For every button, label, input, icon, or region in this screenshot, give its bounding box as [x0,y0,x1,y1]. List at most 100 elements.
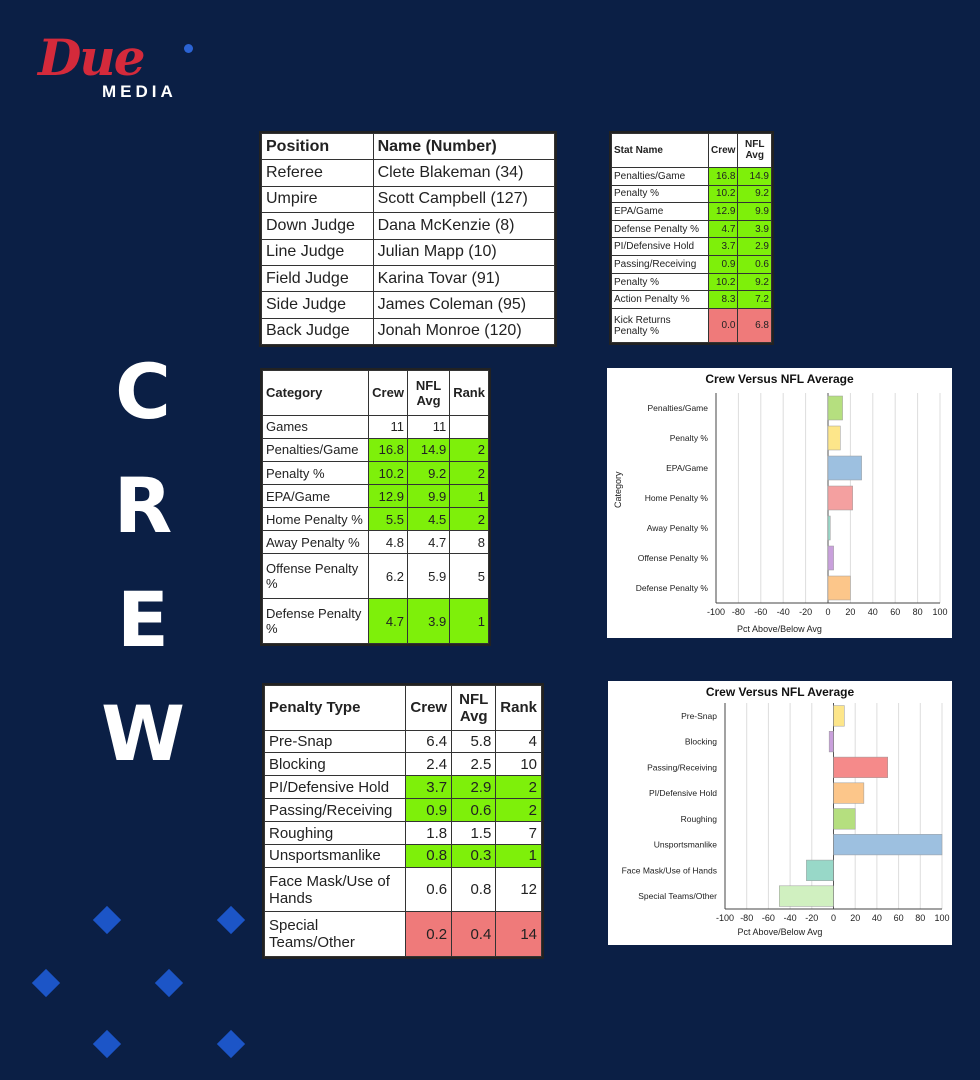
x-tick-label: -20 [799,607,812,617]
chart-title: Crew Versus NFL Average [705,372,854,386]
table-row: Face Mask/Use of Hands 0.6 0.8 12 [263,866,542,913]
decorative-diamond [154,968,184,998]
table-cell: 0.3 [451,843,497,868]
x-tick-label: -60 [762,913,775,923]
table-row: Side Judge James Coleman (95) [261,291,556,319]
decorative-diamond [216,905,246,935]
penalty-type-table: Penalty Type Crew NFL Avg Rank Pre-Snap 6.4 5.… [262,683,544,959]
bar [833,834,943,856]
table-cell: 3.9 [406,598,451,644]
y-tick-label: Penalties/Game [648,403,709,413]
table-cell: 0.0 [707,308,739,343]
stat_table-grid: Stat Name Crew NFL Avg Penalties/Game 16.8 14… [611,133,772,343]
table-cell: Umpire [261,185,374,214]
table-cell: 4.5 [406,507,451,532]
table-cell: 1.5 [451,821,497,845]
table-row: Blocking 2.4 2.5 10 [263,752,542,777]
column-header: NFL Avg [406,370,451,416]
table-cell: 3.7 [707,237,739,257]
table-cell: 5.9 [406,553,451,600]
bar [779,885,834,907]
x-tick-label: -100 [707,607,725,617]
table-cell: 10 [495,752,542,777]
table-row: Referee Clete Blakeman (34) [261,159,556,187]
bar [827,515,831,541]
table-cell: 10.2 [368,460,408,486]
table-cell: 10.2 [707,184,739,204]
x-tick-label: -100 [716,913,734,923]
y-tick-label: Away Penalty % [647,523,709,533]
table-cell: 1.8 [405,821,453,845]
table-row: Penalties/Game 16.8 14.9 [611,166,772,186]
table-cell: Back Judge [261,317,374,346]
table-cell: 10.2 [707,272,739,292]
y-tick-label: PI/Defensive Hold [649,788,717,798]
table-row: Line Judge Julian Mapp (10) [261,238,556,266]
y-tick-label: Penalty % [670,433,709,443]
table-cell: 14.9 [406,437,451,462]
table-cell: Blocking [263,752,407,777]
table-row: Defense Penalty % 4.7 3.9 1 [261,598,489,644]
table-cell: 8 [449,530,489,555]
column-header: Name (Number) [372,132,556,161]
column-header: Crew [405,685,453,731]
x-tick-label: 100 [932,607,947,617]
column-header: Rank [449,370,489,416]
table-cell: 12.9 [707,202,739,221]
category-table: Category Crew NFL Avg Rank Games 11 11 Penaltie… [260,368,491,646]
table-row: Passing/Receiving 0.9 0.6 [611,255,772,274]
table-cell: 2.4 [405,752,453,777]
table-cell: EPA/Game [261,484,370,509]
x-tick-label: 40 [868,607,878,617]
category_table-grid: Category Crew NFL Avg Rank Games 11 11 Penaltie… [261,370,489,644]
table-cell: 3.7 [405,775,453,800]
table-row: PI/Defensive Hold 3.7 2.9 2 [263,775,542,800]
bar [833,808,856,830]
table-cell: Scott Campbell (127) [372,185,556,214]
x-tick-label: 20 [845,607,855,617]
table-row: Back Judge Jonah Monroe (120) [261,317,556,346]
logo-dot [184,44,193,53]
x-tick-label: 0 [825,607,830,617]
table-cell: Jonah Monroe (120) [372,317,556,346]
y-tick-label: EPA/Game [666,463,708,473]
column-header: Position [261,132,374,161]
table-row: Games 11 11 [261,414,489,439]
y-tick-label: Home Penalty % [645,493,709,503]
logo-brand: Due [38,28,146,87]
table-row: Pre-Snap 6.4 5.8 4 [263,729,542,754]
column-header: Crew [368,370,408,416]
chart-y-axis-label: Category [613,471,623,508]
logo-sub: MEDIA [102,82,177,101]
table-cell: 0.9 [405,798,453,823]
decorative-diamond [31,968,61,998]
table-cell: Games [261,414,370,439]
table-cell: PI/Defensive Hold [263,775,407,800]
table-cell: Penalty % [261,460,370,486]
table-cell: Penalties/Game [261,437,370,462]
x-tick-label: 60 [894,913,904,923]
x-tick-label: 100 [934,913,949,923]
y-tick-label: Pre-Snap [681,711,717,721]
table-cell: Special Teams/Other [263,911,407,957]
table-cell: Field Judge [261,264,374,293]
table-header-row: Penalty Type Crew NFL Avg Rank [263,685,542,731]
category-chart: -100 -80 -60 -40 -20 0 20 40 60 80 100 Penalties/Ga… [607,368,952,638]
table-cell: 16.8 [368,437,408,462]
bar [833,782,865,804]
table-cell: Unsportsmanlike [263,843,407,868]
table-cell: Referee [261,159,374,187]
table-cell: Action Penalty % [611,290,709,310]
x-tick-label: 40 [872,913,882,923]
column-header: Rank [495,685,542,731]
table-cell: 1 [449,484,489,509]
table-row: EPA/Game 12.9 9.9 1 [261,484,489,509]
table-cell: Penalty % [611,184,709,204]
column-header: NFL Avg [737,133,772,168]
table-row: EPA/Game 12.9 9.9 [611,202,772,221]
table-cell: 0.8 [451,866,497,913]
table-cell: 4.8 [368,530,408,555]
table-row: Field Judge Karina Tovar (91) [261,264,556,293]
table-row: Unsportsmanlike 0.8 0.3 1 [263,843,542,868]
x-tick-label: -80 [732,607,745,617]
